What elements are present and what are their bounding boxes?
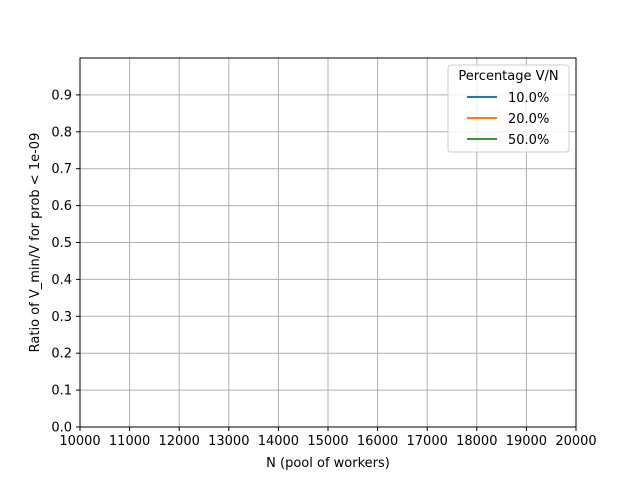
y-axis: 0.0 0.1 0.2 0.3 0.4 0.5 0.6 0.7 0.8 0.9 bbox=[51, 88, 80, 436]
legend-box bbox=[447, 64, 570, 153]
x-tick-label: 13000 bbox=[208, 434, 249, 449]
y-tick-label: 0.2 bbox=[51, 347, 72, 362]
x-tick-label: 19000 bbox=[506, 434, 547, 449]
x-tick-label: 11000 bbox=[109, 434, 150, 449]
y-tick-label: 0.5 bbox=[51, 236, 72, 251]
x-tick-label: 10000 bbox=[59, 434, 100, 449]
y-tick-label: 0.1 bbox=[51, 384, 72, 399]
x-axis: 10000 11000 12000 13000 14000 15000 16000 17000… bbox=[59, 427, 597, 449]
legend-title: Percentage V/N bbox=[458, 69, 558, 84]
y-tick-label: 0.8 bbox=[51, 125, 72, 140]
legend-entry: 10.0% bbox=[508, 91, 549, 106]
y-tick-label: 0.9 bbox=[51, 88, 72, 103]
x-tick-label: 18000 bbox=[456, 434, 497, 449]
x-tick-label: 12000 bbox=[159, 434, 200, 449]
y-tick-label: 0.6 bbox=[51, 199, 72, 214]
y-tick-label: 0.0 bbox=[51, 421, 72, 436]
x-tick-label: 20000 bbox=[555, 434, 596, 449]
y-axis-label: Ratio of V_min/V for prob < 1e-09 bbox=[28, 133, 43, 353]
x-tick-label: 15000 bbox=[307, 434, 348, 449]
x-tick-label: 14000 bbox=[258, 434, 299, 449]
legend-entry: 20.0% bbox=[508, 112, 549, 127]
x-tick-label: 17000 bbox=[407, 434, 448, 449]
x-tick-label: 16000 bbox=[357, 434, 398, 449]
legend-entry: 50.0% bbox=[508, 133, 549, 148]
y-tick-label: 0.3 bbox=[51, 310, 72, 325]
y-tick-label: 0.4 bbox=[51, 273, 72, 288]
legend: Percentage V/N 10.0% 20.0% 50.0% bbox=[447, 64, 570, 153]
x-axis-label: N (pool of workers) bbox=[266, 456, 390, 471]
y-tick-label: 0.7 bbox=[51, 162, 72, 177]
